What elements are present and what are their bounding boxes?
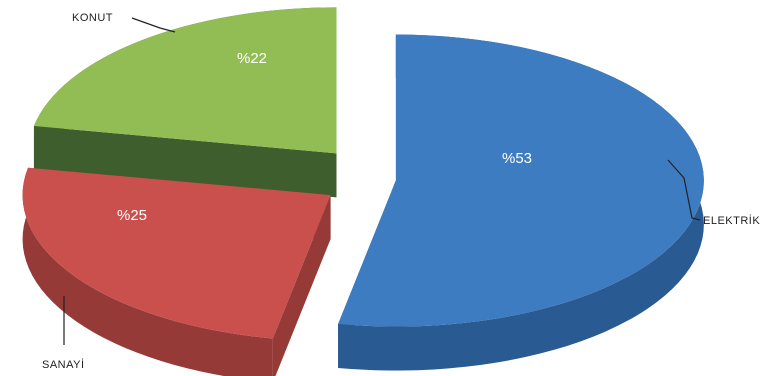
slice-label-elektrik: %53 <box>502 150 532 167</box>
slice-top-konut <box>33 7 337 154</box>
slice-wall-konut-0 <box>33 125 337 198</box>
category-label-elektrik: ELEKTRİK <box>703 214 760 227</box>
slice-top-sanayi <box>22 167 331 339</box>
leader-line-konut <box>131 17 176 33</box>
slice-label-sanayi: %25 <box>117 207 147 224</box>
category-label-konut: KONUT <box>72 12 113 24</box>
category-label-sanayi: SANAYİ <box>42 358 85 371</box>
slice-label-konut: %22 <box>237 50 267 67</box>
slice-side-sanayi <box>22 167 273 376</box>
leader-line-elektrik <box>667 159 701 221</box>
slice-wall-sanayi-0 <box>272 195 331 376</box>
pie-slices <box>22 7 704 376</box>
slice-top-elektrik <box>338 34 704 327</box>
